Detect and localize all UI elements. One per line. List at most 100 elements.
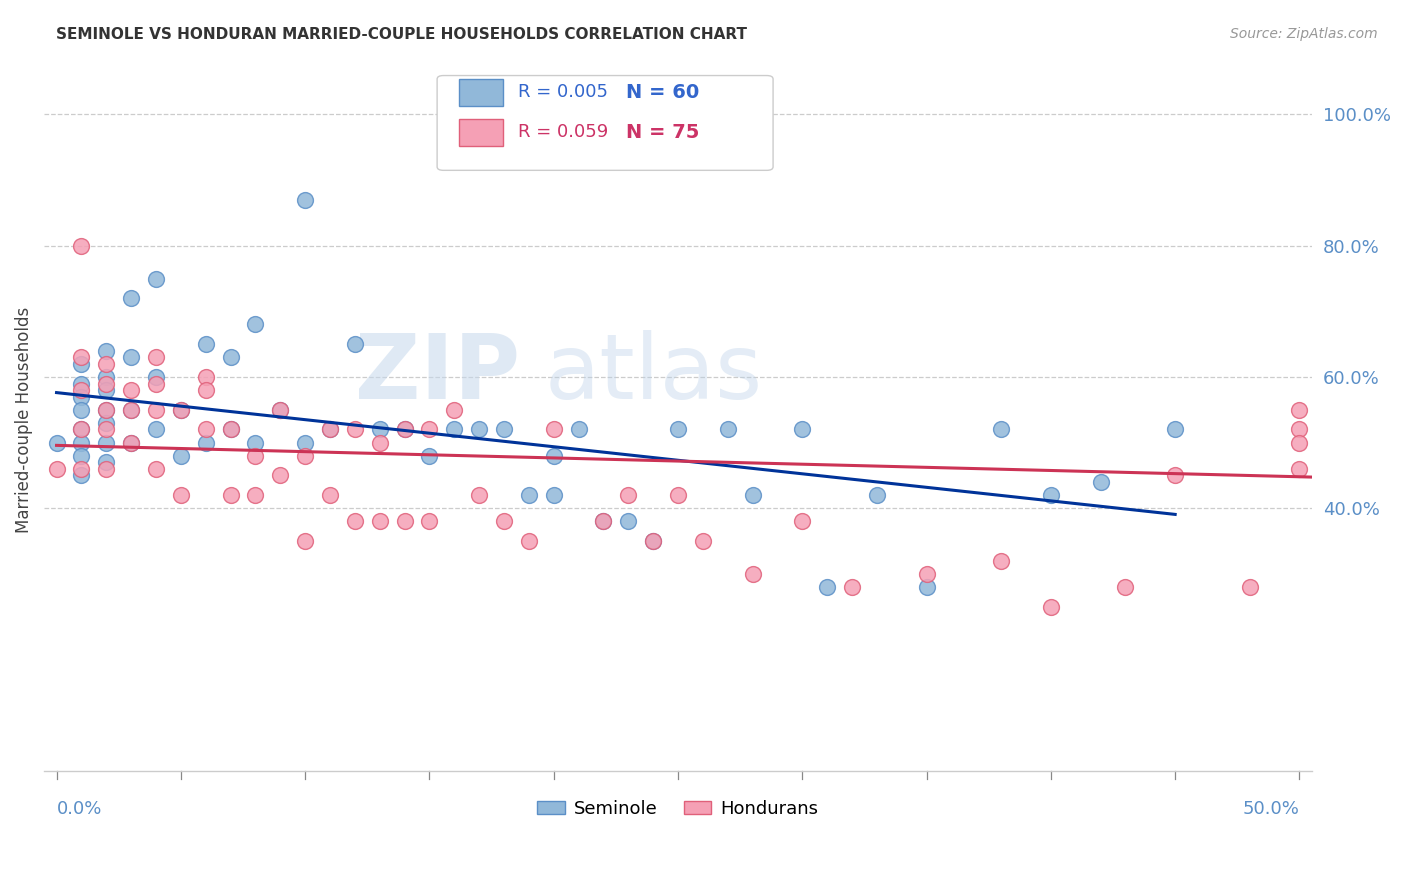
- Point: [70, 390, 93, 404]
- Point: [70, 468, 93, 483]
- Point: [145, 462, 167, 476]
- Y-axis label: Married-couple Households: Married-couple Households: [15, 307, 32, 533]
- Point: [245, 488, 267, 502]
- Point: [1114, 580, 1136, 594]
- Point: [194, 370, 217, 384]
- Point: [120, 402, 142, 417]
- Point: [70, 357, 93, 371]
- Point: [120, 351, 142, 365]
- Point: [120, 435, 142, 450]
- Point: [468, 422, 491, 436]
- Point: [592, 514, 614, 528]
- Point: [96, 455, 118, 469]
- Point: [194, 383, 217, 397]
- Point: [70, 351, 93, 365]
- Point: [815, 580, 838, 594]
- Text: R = 0.005: R = 0.005: [519, 83, 609, 101]
- Point: [70, 383, 93, 397]
- Point: [294, 449, 316, 463]
- Point: [418, 422, 440, 436]
- Point: [990, 554, 1012, 568]
- Point: [70, 449, 93, 463]
- Point: [741, 488, 763, 502]
- Point: [194, 337, 217, 351]
- Point: [120, 402, 142, 417]
- Point: [319, 422, 342, 436]
- Point: [145, 271, 167, 285]
- Point: [145, 402, 167, 417]
- Point: [70, 402, 93, 417]
- Point: [394, 422, 416, 436]
- Point: [394, 422, 416, 436]
- Point: [617, 488, 640, 502]
- Point: [96, 435, 118, 450]
- Point: [418, 449, 440, 463]
- Point: [145, 422, 167, 436]
- Point: [96, 383, 118, 397]
- FancyBboxPatch shape: [437, 76, 773, 170]
- Point: [294, 435, 316, 450]
- Point: [219, 422, 242, 436]
- Point: [915, 580, 938, 594]
- Point: [70, 238, 93, 252]
- Point: [343, 514, 366, 528]
- Point: [96, 416, 118, 430]
- Point: [219, 488, 242, 502]
- Point: [343, 422, 366, 436]
- Point: [96, 422, 118, 436]
- Point: [245, 318, 267, 332]
- Text: atlas: atlas: [546, 330, 763, 418]
- Point: [1288, 435, 1310, 450]
- Point: [319, 488, 342, 502]
- Point: [866, 488, 889, 502]
- Point: [1164, 422, 1187, 436]
- Point: [468, 488, 491, 502]
- Point: [145, 370, 167, 384]
- Point: [492, 514, 515, 528]
- Point: [368, 435, 391, 450]
- Text: Source: ZipAtlas.com: Source: ZipAtlas.com: [1230, 27, 1378, 41]
- Point: [792, 514, 814, 528]
- Point: [120, 435, 142, 450]
- Point: [170, 402, 193, 417]
- Point: [1339, 435, 1361, 450]
- Point: [368, 514, 391, 528]
- Point: [517, 534, 540, 549]
- Point: [70, 422, 93, 436]
- Point: [368, 422, 391, 436]
- Point: [1288, 462, 1310, 476]
- Point: [517, 488, 540, 502]
- Point: [643, 534, 665, 549]
- Text: 50.0%: 50.0%: [1243, 800, 1299, 818]
- Point: [245, 435, 267, 450]
- Text: ZIP: ZIP: [354, 330, 520, 418]
- Point: [294, 534, 316, 549]
- Point: [96, 402, 118, 417]
- Point: [592, 514, 614, 528]
- Point: [1288, 422, 1310, 436]
- Bar: [458, 119, 503, 145]
- Legend: Seminole, Hondurans: Seminole, Hondurans: [530, 792, 825, 825]
- Point: [45, 462, 67, 476]
- Point: [717, 422, 740, 436]
- Point: [269, 402, 291, 417]
- Point: [70, 435, 93, 450]
- Point: [543, 449, 565, 463]
- Point: [96, 402, 118, 417]
- Point: [245, 449, 267, 463]
- Point: [45, 435, 67, 450]
- Point: [269, 402, 291, 417]
- Text: 0.0%: 0.0%: [56, 800, 101, 818]
- Point: [96, 462, 118, 476]
- Point: [1164, 468, 1187, 483]
- Point: [666, 422, 689, 436]
- Point: [543, 422, 565, 436]
- Point: [492, 422, 515, 436]
- Point: [96, 343, 118, 358]
- Point: [666, 488, 689, 502]
- Point: [792, 422, 814, 436]
- Point: [269, 468, 291, 483]
- Point: [120, 383, 142, 397]
- Point: [120, 291, 142, 305]
- Point: [394, 514, 416, 528]
